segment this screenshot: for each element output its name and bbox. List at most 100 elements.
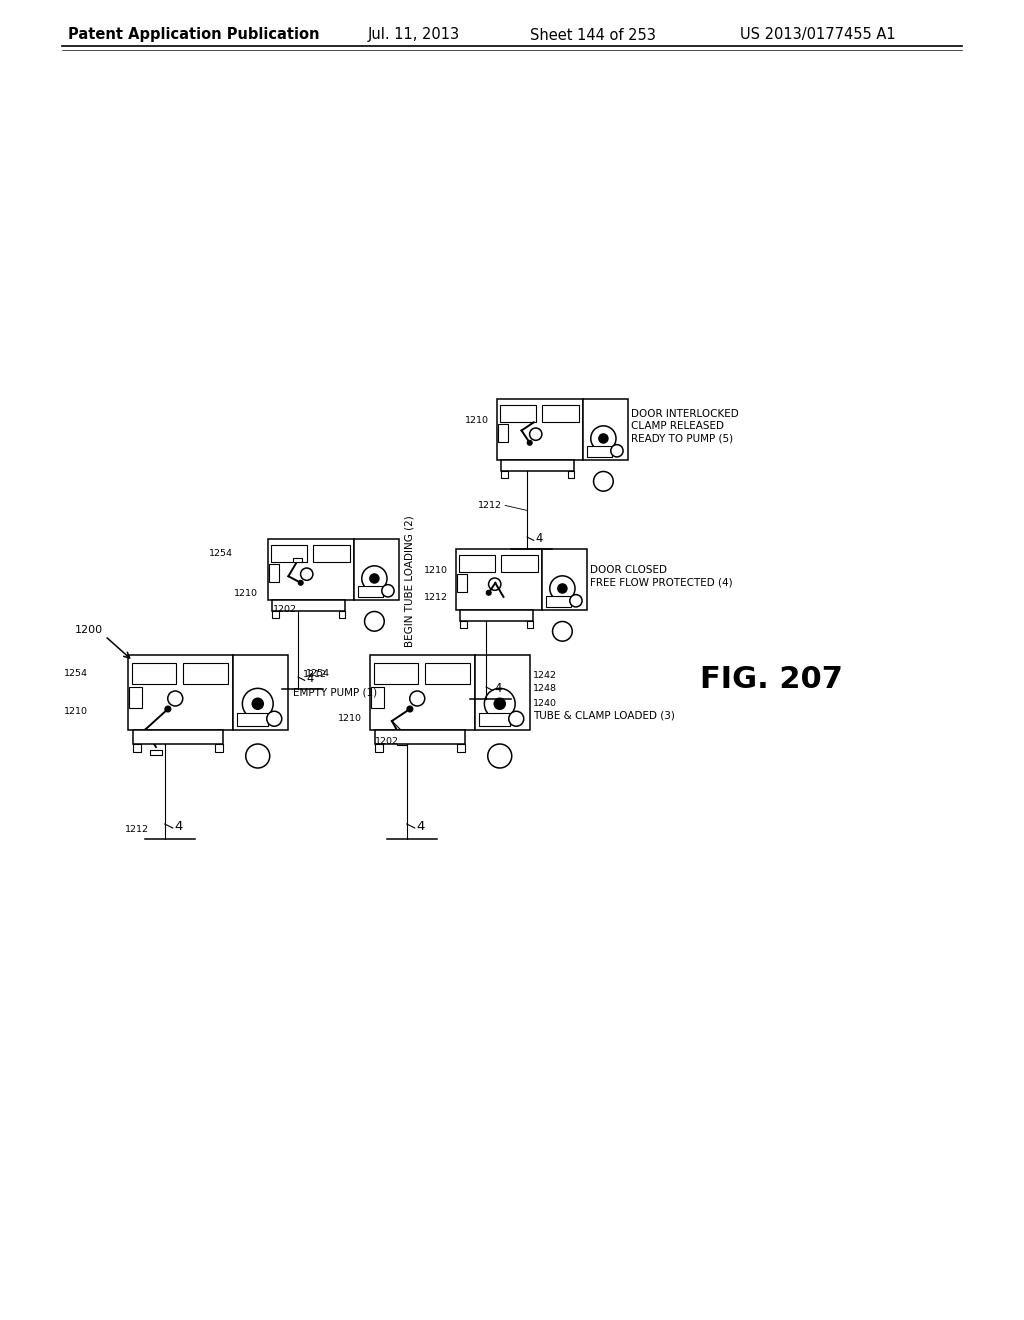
Text: 1210: 1210	[63, 706, 88, 715]
Text: TUBE & CLAMP LOADED (3): TUBE & CLAMP LOADED (3)	[534, 710, 675, 719]
Text: 1242: 1242	[534, 672, 557, 681]
Circle shape	[298, 581, 303, 585]
Bar	[268, 539, 354, 601]
Text: 1210: 1210	[338, 714, 362, 723]
Bar	[461, 622, 467, 628]
Circle shape	[484, 688, 515, 719]
Bar	[214, 744, 222, 752]
Text: 4: 4	[495, 682, 502, 696]
Circle shape	[550, 576, 575, 601]
Circle shape	[495, 698, 505, 709]
Circle shape	[553, 622, 572, 642]
Bar	[475, 655, 530, 730]
Bar	[293, 558, 301, 562]
Text: 1212: 1212	[125, 825, 148, 833]
Circle shape	[509, 711, 523, 726]
Bar	[371, 686, 384, 708]
Circle shape	[487, 744, 512, 768]
Text: FREE FLOW PROTECTED (4): FREE FLOW PROTECTED (4)	[590, 577, 733, 587]
Bar	[357, 586, 383, 597]
Bar	[133, 730, 222, 744]
Circle shape	[266, 711, 282, 726]
Bar	[312, 545, 350, 562]
Bar	[583, 399, 628, 459]
Text: 1212: 1212	[424, 593, 449, 602]
Text: 4: 4	[417, 820, 425, 833]
Circle shape	[243, 688, 273, 719]
Circle shape	[168, 690, 182, 706]
Bar	[501, 554, 538, 572]
Bar	[182, 663, 227, 684]
Bar	[375, 744, 383, 752]
Circle shape	[610, 445, 623, 457]
Bar	[269, 565, 280, 582]
Bar	[132, 663, 176, 684]
Text: 1254: 1254	[63, 669, 88, 678]
Bar	[502, 459, 574, 471]
Bar	[501, 405, 537, 422]
Text: Patent Application Publication: Patent Application Publication	[68, 28, 319, 42]
Bar	[150, 750, 162, 755]
Bar	[460, 554, 496, 572]
Bar	[497, 399, 583, 459]
Bar	[568, 471, 574, 478]
Text: EMPTY PUMP (1): EMPTY PUMP (1)	[293, 688, 377, 697]
Text: 1210: 1210	[424, 565, 449, 574]
Bar	[354, 539, 399, 601]
Circle shape	[488, 578, 501, 590]
Bar	[498, 424, 508, 442]
Text: 1248: 1248	[534, 684, 557, 693]
Bar	[133, 744, 141, 752]
Text: 1200: 1200	[75, 624, 103, 635]
Bar	[461, 610, 534, 622]
Circle shape	[361, 566, 387, 591]
Text: 1210: 1210	[465, 416, 489, 425]
Circle shape	[370, 574, 379, 583]
Text: 1254: 1254	[306, 669, 330, 678]
Bar	[546, 595, 570, 607]
Bar	[370, 655, 475, 730]
Bar	[129, 686, 141, 708]
Bar	[272, 611, 279, 618]
Text: 4: 4	[175, 820, 183, 833]
Circle shape	[382, 585, 394, 597]
Bar	[397, 741, 407, 744]
Bar	[587, 446, 611, 457]
Text: 1202: 1202	[273, 606, 297, 615]
Text: 1212: 1212	[303, 669, 327, 678]
Bar	[542, 549, 587, 610]
Text: READY TO PUMP (5): READY TO PUMP (5)	[631, 433, 733, 444]
Text: 1202: 1202	[375, 738, 399, 747]
Circle shape	[599, 434, 608, 444]
Circle shape	[407, 706, 413, 711]
Text: 4: 4	[306, 672, 313, 685]
Circle shape	[365, 611, 384, 631]
Bar	[238, 713, 267, 726]
Bar	[479, 713, 510, 726]
Text: CLAMP RELEASED: CLAMP RELEASED	[631, 421, 724, 432]
Circle shape	[527, 441, 532, 445]
Bar	[425, 663, 470, 684]
Text: 1254: 1254	[209, 549, 233, 558]
Bar	[233, 655, 288, 730]
Text: DOOR INTERLOCKED: DOOR INTERLOCKED	[631, 409, 739, 418]
Circle shape	[165, 706, 171, 711]
Circle shape	[252, 698, 263, 709]
Bar	[502, 471, 508, 478]
Circle shape	[529, 428, 542, 441]
Text: BEGIN TUBE LOADING (2): BEGIN TUBE LOADING (2)	[404, 516, 414, 647]
Bar	[456, 549, 542, 610]
Bar	[374, 663, 418, 684]
Bar	[375, 730, 465, 744]
Bar	[527, 622, 534, 628]
Circle shape	[246, 744, 269, 768]
Bar	[272, 601, 345, 611]
Bar	[457, 744, 465, 752]
Circle shape	[558, 583, 567, 593]
Bar	[271, 545, 307, 562]
Text: FIG. 207: FIG. 207	[700, 665, 843, 694]
Circle shape	[486, 590, 492, 595]
Circle shape	[410, 690, 425, 706]
Circle shape	[301, 568, 313, 581]
Circle shape	[591, 426, 616, 451]
